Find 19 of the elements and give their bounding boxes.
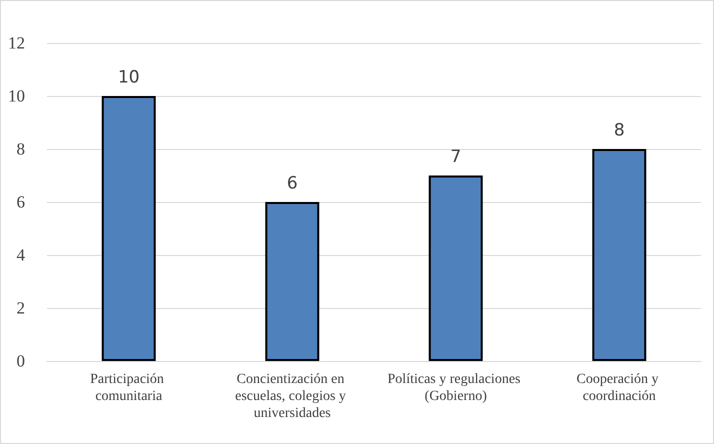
y-tick-label: 2 — [16, 298, 25, 318]
y-tick-label: 10 — [8, 86, 25, 106]
x-tick-label: Participación comunitaria — [90, 372, 168, 404]
data-label: 10 — [118, 68, 140, 88]
bar — [592, 149, 646, 361]
y-tick-label: 12 — [8, 34, 25, 52]
x-tick-label: Cooperación y coordinación — [576, 372, 662, 404]
data-label: 7 — [450, 147, 462, 167]
y-tick-label: 4 — [16, 246, 26, 264]
bar — [102, 96, 156, 361]
data-label: 6 — [286, 174, 298, 194]
y-tick-label: 0 — [16, 352, 25, 370]
y-tick-label: 6 — [16, 192, 25, 212]
bar — [265, 202, 320, 361]
y-tick-label: 8 — [16, 140, 25, 158]
x-tick-label: Políticas y regulaciones (Gobierno) — [388, 372, 524, 404]
data-label: 8 — [614, 120, 625, 140]
x-tick-label: Concientización en escuelas, colegios y universidades — [235, 372, 350, 421]
bar — [428, 176, 483, 361]
